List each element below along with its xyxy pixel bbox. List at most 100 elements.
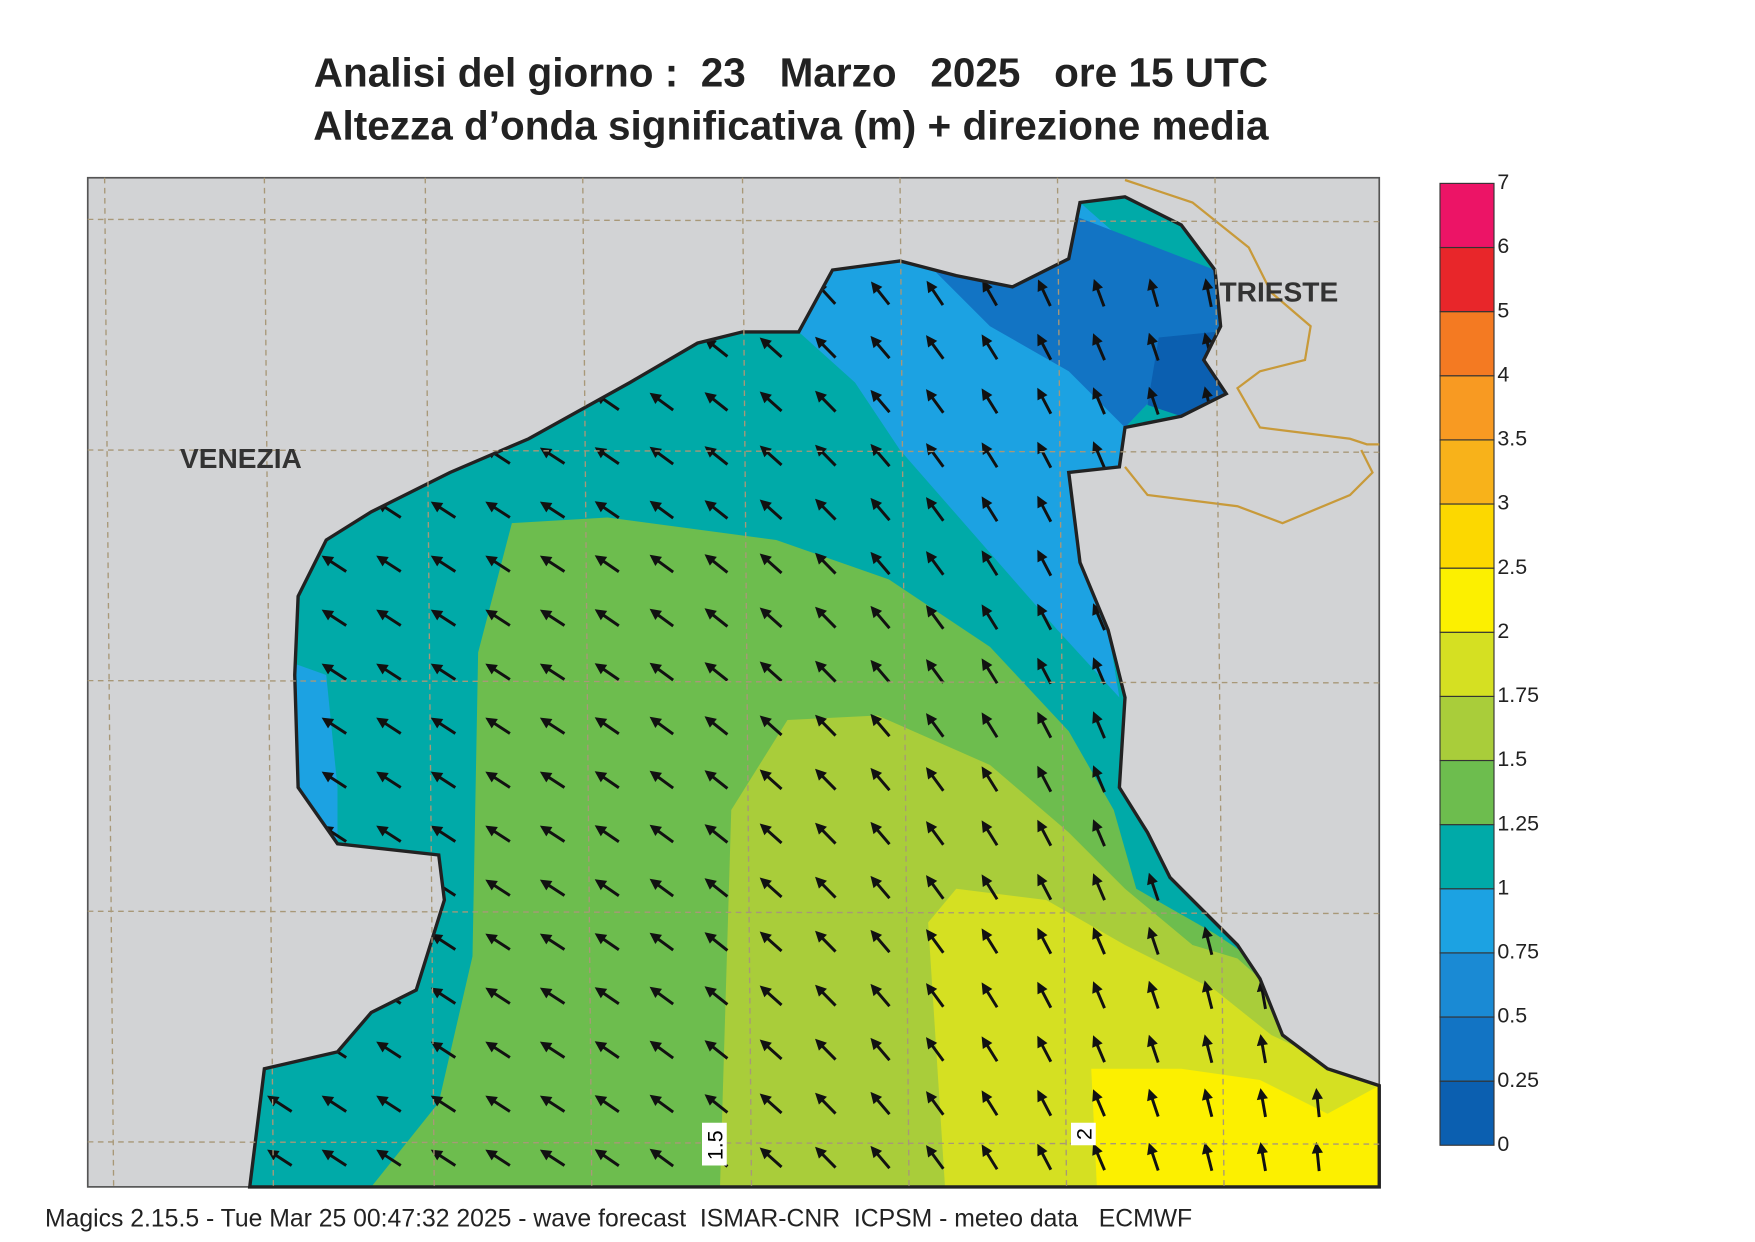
arrow-head bbox=[926, 497, 938, 510]
colorbar-label: 1.5 bbox=[1497, 747, 1527, 771]
arrow-head bbox=[926, 1037, 938, 1050]
colorbar-label: 5 bbox=[1497, 298, 1509, 322]
arrow-head bbox=[1147, 926, 1158, 940]
grid-line bbox=[424, 177, 435, 1187]
arrow-head bbox=[485, 501, 498, 513]
arrow-head bbox=[376, 609, 389, 621]
arrow-head bbox=[870, 767, 883, 781]
arrow-head bbox=[1147, 1088, 1158, 1102]
colorbar-label: 2 bbox=[1497, 619, 1509, 643]
arrow-head bbox=[759, 1039, 772, 1052]
arrow-head bbox=[1037, 387, 1048, 401]
arrow-head bbox=[376, 1095, 389, 1107]
label-bg bbox=[1071, 1122, 1096, 1146]
arrow-head bbox=[870, 983, 883, 997]
arrow-head bbox=[815, 498, 827, 511]
arrow-head bbox=[981, 334, 993, 347]
arrow-head bbox=[926, 659, 938, 672]
arrow-head bbox=[594, 717, 608, 729]
arrow-head bbox=[594, 447, 608, 459]
arrow-head bbox=[815, 660, 827, 673]
arrow-head bbox=[759, 1147, 772, 1160]
arrow-head bbox=[926, 605, 938, 618]
title: Analisi del giorno : 23 Marzo 2025 ore 1… bbox=[314, 50, 1268, 96]
arrow-head bbox=[1201, 1088, 1213, 1101]
colorbar-label: 1.75 bbox=[1497, 683, 1539, 707]
arrow-head bbox=[1201, 1142, 1213, 1155]
arrow-head bbox=[430, 717, 444, 729]
arrow-head bbox=[1256, 1142, 1268, 1155]
colorbar-label: 1.25 bbox=[1497, 811, 1539, 835]
arrow-head bbox=[1311, 1141, 1323, 1154]
arrow-head bbox=[870, 713, 883, 727]
arrow-head bbox=[1092, 927, 1103, 940]
arrow-head bbox=[1147, 332, 1158, 346]
arrow-head bbox=[1037, 549, 1048, 563]
arrow-head bbox=[815, 714, 827, 727]
colorbar-label: 0.25 bbox=[1497, 1068, 1539, 1092]
arrow-head bbox=[485, 1095, 498, 1107]
arrow-head bbox=[321, 771, 335, 783]
arrow-head bbox=[704, 716, 717, 728]
subtitle: Altezza d’onda significativa (m) + direz… bbox=[313, 103, 1269, 149]
arrow-head bbox=[759, 769, 772, 782]
arrow-head bbox=[376, 717, 389, 729]
colorbar-box bbox=[1439, 1080, 1495, 1146]
colorbar-label: 7 bbox=[1497, 170, 1509, 194]
arrow-head bbox=[815, 390, 827, 403]
arrow-head bbox=[870, 551, 883, 565]
arrow-head bbox=[981, 982, 993, 995]
arrow-head bbox=[926, 1145, 938, 1158]
colorbar-box bbox=[1439, 631, 1495, 697]
arrow-head bbox=[594, 1041, 608, 1053]
arrow-head bbox=[1201, 1034, 1213, 1047]
place-label: VENEZIA bbox=[180, 443, 302, 474]
arrow-head bbox=[1037, 495, 1048, 509]
arrow-head bbox=[981, 388, 993, 401]
arrow-head bbox=[981, 604, 993, 617]
arrow-head bbox=[649, 1040, 662, 1052]
arrow-head bbox=[539, 1041, 553, 1053]
grid-line bbox=[899, 177, 910, 1187]
arrow-head bbox=[981, 1090, 993, 1103]
arrow-head bbox=[982, 280, 993, 293]
arrow-head bbox=[539, 825, 553, 837]
colorbar-label: 0.5 bbox=[1497, 1004, 1527, 1028]
colorbar-box bbox=[1439, 182, 1495, 249]
arrow-head bbox=[1037, 873, 1048, 887]
arrow-head bbox=[981, 1144, 993, 1157]
arrow-head bbox=[704, 770, 717, 782]
arrow-head bbox=[981, 712, 993, 725]
arrow-head bbox=[539, 1095, 553, 1107]
arrow-head bbox=[1092, 1089, 1103, 1102]
arrow-head bbox=[981, 550, 993, 563]
zone-2-2.5 bbox=[1091, 1068, 1380, 1187]
arrow-head bbox=[704, 1040, 717, 1052]
arrow-head bbox=[926, 983, 938, 996]
arrow-head bbox=[1092, 819, 1103, 832]
arrow-head bbox=[1037, 1089, 1048, 1103]
arrow-head bbox=[759, 607, 772, 620]
arrow-head bbox=[594, 771, 608, 783]
arrow-head bbox=[485, 879, 498, 891]
arrow-head bbox=[1147, 1142, 1158, 1156]
contour-label-box: 1.5 bbox=[702, 1122, 727, 1166]
arrow-head bbox=[981, 874, 993, 887]
colorbar-box bbox=[1439, 888, 1495, 954]
arrow-head bbox=[870, 1037, 883, 1051]
grid-line bbox=[103, 177, 115, 1187]
arrow-head bbox=[815, 1092, 827, 1105]
place-label: TRIESTE bbox=[1220, 277, 1339, 308]
arrow-head bbox=[430, 1095, 444, 1107]
arrow-head bbox=[759, 337, 772, 350]
arrow-head bbox=[539, 879, 553, 891]
arrow-head bbox=[485, 555, 498, 567]
arrow-head bbox=[649, 608, 662, 620]
arrow-head bbox=[759, 553, 772, 566]
arrow-head bbox=[485, 771, 498, 783]
arrow-head bbox=[430, 771, 444, 783]
grid-line bbox=[582, 177, 593, 1187]
colorbar-label: 2.5 bbox=[1497, 555, 1527, 579]
arrow-head bbox=[430, 609, 444, 621]
